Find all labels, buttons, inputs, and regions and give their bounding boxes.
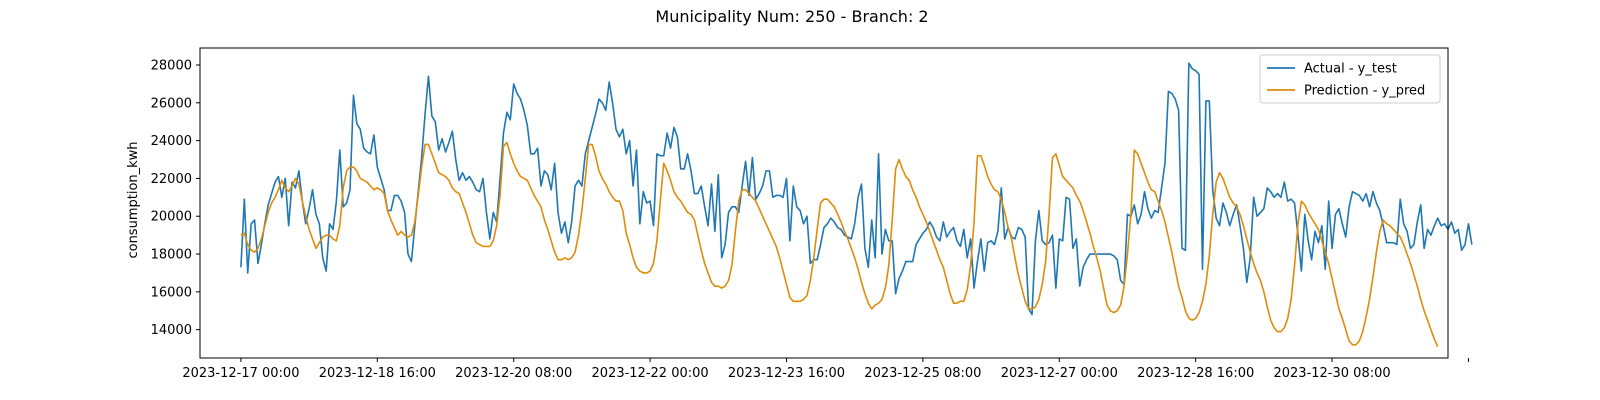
- y-tick-label: 24000: [151, 134, 192, 149]
- y-tick-label: 22000: [151, 172, 192, 187]
- legend-label: Actual - y_test: [1304, 62, 1397, 77]
- y-tick-label: 18000: [151, 248, 192, 263]
- series-line-actual: [240, 62, 1473, 316]
- y-axis-label: consumption_kwh: [126, 141, 141, 258]
- x-tick-label: 2023-12-17 00:00: [182, 366, 299, 381]
- x-tick-label: 2023-12-23 16:00: [728, 366, 845, 381]
- y-tick-label: 28000: [151, 59, 192, 74]
- y-tick-label: 14000: [151, 323, 192, 338]
- plot-area: [240, 62, 1473, 347]
- x-axis: 2023-12-17 00:00 2023-12-18 16:00 2023-12-…: [182, 358, 1469, 381]
- x-tick-label: 2023-12-27 00:00: [1001, 366, 1118, 381]
- x-tick-label: 2023-12-18 16:00: [319, 366, 436, 381]
- legend-label: Prediction - y_pred: [1304, 84, 1425, 99]
- y-axis: 14000 16000 18000 20000 22000 24000 26000 28000: [151, 59, 200, 338]
- y-tick-label: 26000: [151, 96, 192, 111]
- y-tick-label: 16000: [151, 285, 192, 300]
- y-tick-label: 20000: [151, 210, 192, 225]
- x-tick-label: 2023-12-25 08:00: [864, 366, 981, 381]
- x-tick-label: 2023-12-30 08:00: [1273, 366, 1390, 381]
- plot-frame: [199, 47, 1449, 359]
- chart-title: Municipality Num: 250 - Branch: 2: [655, 7, 928, 26]
- x-tick-label: 2023-12-22 00:00: [592, 366, 709, 381]
- legend: Actual - y_test Prediction - y_pred: [1259, 54, 1441, 104]
- legend-box: [1259, 54, 1441, 104]
- x-tick-label: 2023-12-20 08:00: [455, 366, 572, 381]
- x-tick-label: 2023-12-28 16:00: [1137, 366, 1254, 381]
- series-line-prediction: [240, 141, 1439, 347]
